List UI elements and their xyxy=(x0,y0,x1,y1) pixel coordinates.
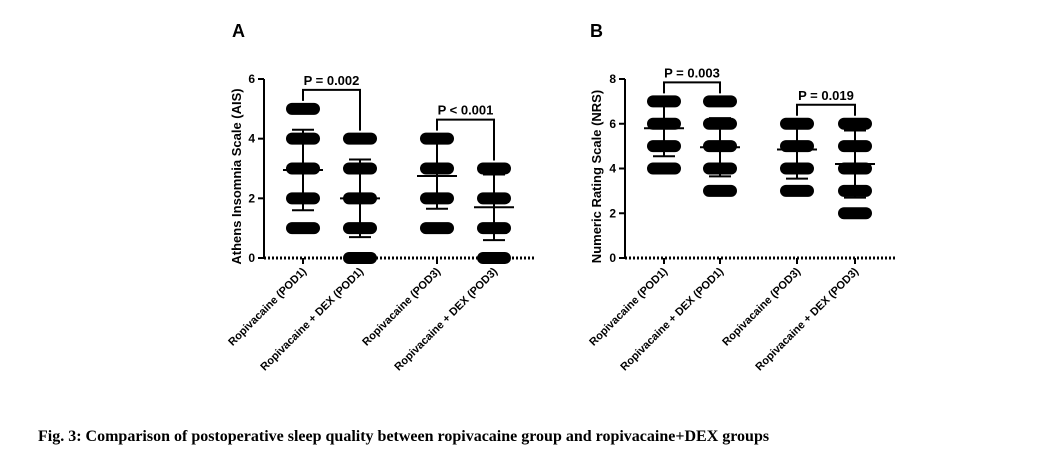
data-point-cluster xyxy=(343,252,377,264)
data-point-cluster xyxy=(343,132,377,145)
panel-letter: B xyxy=(590,21,603,41)
data-point-cluster xyxy=(286,222,320,235)
p-value-label: P = 0.002 xyxy=(304,73,360,88)
data-point-cluster xyxy=(703,184,737,197)
x-category-label: Ropivacaine + DEX (POD1) xyxy=(618,265,726,373)
significance-bracket xyxy=(302,88,361,131)
y-tick-label: 4 xyxy=(248,132,255,146)
significance-bracket xyxy=(663,81,721,94)
data-point-cluster xyxy=(647,162,681,175)
y-axis-title: Numeric Rating Scale (NRS) xyxy=(589,90,604,263)
data-point-cluster xyxy=(780,184,814,197)
significance-bracket xyxy=(796,103,856,116)
y-tick-label: 2 xyxy=(609,206,616,220)
data-point-cluster xyxy=(477,162,511,175)
data-point-cluster xyxy=(420,222,454,235)
p-value-label: P = 0.003 xyxy=(664,65,720,80)
y-tick-label: 8 xyxy=(609,72,616,86)
panel-b: B 0 2 4 6 8 Numeric Rating Scale (NRS) Ropivaca… xyxy=(587,21,896,373)
y-tick-label: 6 xyxy=(609,117,616,131)
y-tick-label: 2 xyxy=(248,191,255,205)
data-point-cluster xyxy=(703,95,737,108)
panel-letter: A xyxy=(232,21,245,41)
y-tick-label: 0 xyxy=(609,251,616,265)
y-tick-label: 0 xyxy=(248,251,255,265)
y-axis-title: Athens Insomnia Scale (AIS) xyxy=(229,88,244,264)
data-point-cluster xyxy=(838,207,872,220)
data-point-cluster xyxy=(477,252,511,264)
x-category-label: Ropivacaine + DEX (POD3) xyxy=(392,265,500,373)
y-tick-label: 4 xyxy=(609,162,616,176)
p-value-label: P < 0.001 xyxy=(438,103,494,118)
data-point-cluster xyxy=(420,132,454,145)
data-point-cluster xyxy=(838,117,872,130)
significance-bracket xyxy=(436,118,495,161)
panel-a: A 0 2 4 6 Athens Insomnia Scale (AIS) Ropivaca… xyxy=(226,21,536,373)
p-value-label: P = 0.019 xyxy=(798,88,854,103)
x-category-label: Ropivacaine + DEX (POD1) xyxy=(258,265,366,373)
x-category-label: Ropivacaine + DEX (POD3) xyxy=(753,265,861,373)
figure-caption: Fig. 3: Comparison of postoperative slee… xyxy=(38,428,770,445)
data-point-cluster xyxy=(286,102,320,115)
y-tick-label: 6 xyxy=(248,72,255,86)
